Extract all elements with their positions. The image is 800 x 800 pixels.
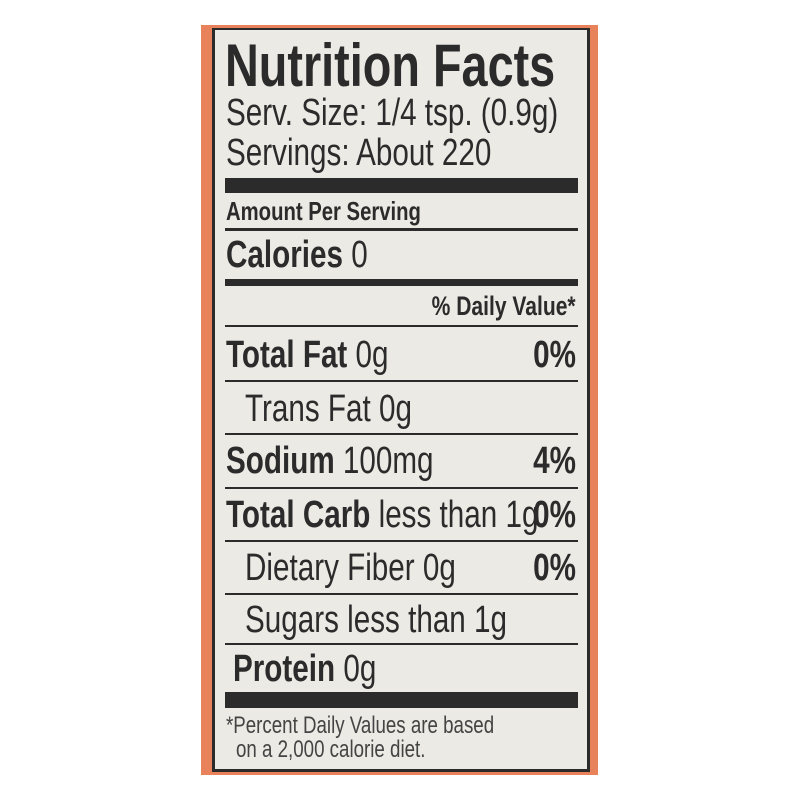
divider (225, 380, 578, 382)
nutrient-row-sugars: Sugars less than 1g (245, 601, 507, 639)
divider (225, 540, 578, 542)
nutrient-dv: 0% (533, 547, 576, 589)
divider (225, 487, 578, 489)
nutrient-amount: 0g (422, 547, 456, 589)
nutrient-amount: less than 1g (378, 494, 539, 536)
nutrient-amount: 0g (378, 388, 412, 430)
amount-per-serving: Amount Per Serving (226, 196, 421, 226)
nutrient-label: Trans Fat (245, 388, 371, 430)
divider (225, 228, 578, 231)
nutrient-label: Sugars (245, 599, 339, 641)
nutrient-row-total-fat: Total Fat 0g (226, 336, 389, 374)
nutrient-amount: 0g (343, 648, 377, 690)
nutrient-label: Sodium (226, 440, 335, 482)
nutrient-label: Total Carb (226, 494, 371, 536)
divider (225, 433, 578, 435)
nutrition-facts-panel (212, 28, 590, 772)
medium-divider (225, 279, 578, 286)
nutrient-dv: 0% (533, 334, 576, 376)
servings-per-container: Servings: About 220 (226, 132, 492, 174)
divider (225, 593, 578, 595)
nutrient-row-trans-fat: Trans Fat 0g (245, 390, 412, 428)
nutrient-amount: less than 1g (347, 599, 507, 641)
nutrient-amount: 0g (355, 334, 389, 376)
nutrient-amount: 100mg (342, 440, 434, 482)
nutrient-dv: 0% (533, 494, 576, 536)
daily-value-header: % Daily Value* (432, 291, 576, 321)
calories-value: 0 (351, 234, 368, 276)
thick-divider (225, 178, 578, 193)
nutrient-label: Dietary Fiber (245, 547, 415, 589)
divider (225, 643, 578, 645)
nutrient-label: Total Fat (226, 334, 348, 376)
nutrient-row-protein: Protein 0g (233, 650, 376, 688)
divider (225, 325, 578, 327)
nutrient-row-sodium: Sodium 100mg (226, 442, 434, 480)
nutrient-row-total-carb: Total Carb less than 1g (226, 496, 538, 534)
thick-divider (225, 692, 578, 708)
nutrient-row-dietary-fiber: Dietary Fiber 0g (245, 549, 456, 587)
serving-size: Serv. Size: 1/4 tsp. (0.9g) (226, 92, 559, 134)
calories-row: Calories 0 (226, 236, 368, 274)
calories-label: Calories (226, 234, 343, 276)
label-title: Nutrition Facts (225, 32, 556, 99)
nutrient-label: Protein (233, 648, 336, 690)
footnote-line-1: *Percent Daily Values are based (226, 712, 495, 739)
footnote-line-2: on a 2,000 calorie diet. (236, 736, 426, 763)
nutrient-dv: 4% (533, 440, 576, 482)
